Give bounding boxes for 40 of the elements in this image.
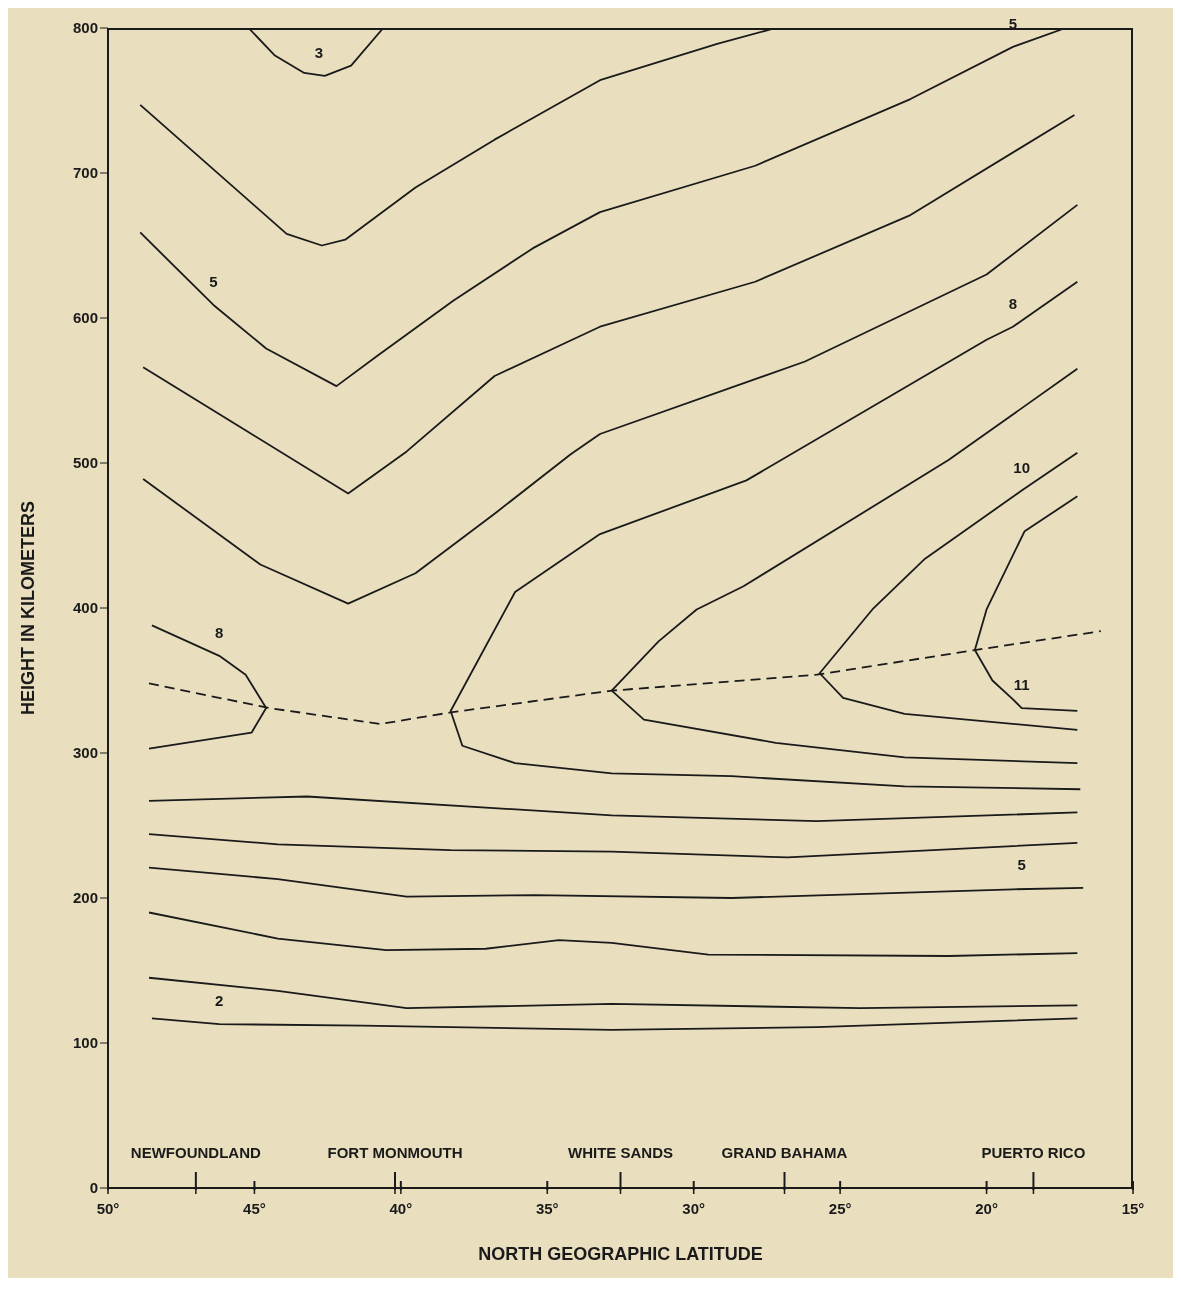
line-series: [151, 1017, 1079, 1031]
line-series: [148, 795, 1079, 823]
annotation: GRAND BAHAMA: [721, 1144, 848, 1161]
x-tick-label: 25°: [828, 1200, 852, 1217]
x-tick-label: 15°: [1121, 1200, 1145, 1217]
x-tick-label: 35°: [535, 1200, 559, 1217]
annotation: PUERTO RICO: [981, 1144, 1086, 1161]
line-series: [148, 976, 1079, 1010]
line-series: [142, 114, 1076, 495]
annotation: FORT MONMOUTH: [327, 1144, 463, 1161]
y-tick-label: 800: [72, 19, 98, 37]
annotation: 5: [1017, 855, 1026, 873]
y-tick-label: 400: [72, 599, 98, 617]
y-tick-label: 300: [72, 744, 98, 762]
y-tick-label: 100: [72, 1034, 98, 1052]
line-series: [148, 911, 1079, 957]
y-axis-title: HEIGHT IN KILOMETERS: [18, 500, 39, 716]
x-tick-label: 40°: [389, 1200, 413, 1217]
annotation: 2: [215, 992, 224, 1010]
y-tick-label: 0: [89, 1179, 98, 1197]
x-tick-label: 50°: [96, 1200, 120, 1217]
x-tick-label: 45°: [243, 1200, 266, 1217]
annotation: 11: [1013, 676, 1030, 694]
annotation: 8: [215, 623, 224, 641]
line-series: [247, 28, 385, 77]
x-tick-label: 20°: [975, 1200, 998, 1217]
line-series: [142, 204, 1079, 605]
y-tick-label: 500: [72, 454, 98, 472]
annotation: 3: [314, 43, 324, 61]
y-tick-label: 600: [72, 309, 98, 327]
annotation: 5: [209, 272, 218, 290]
annotation: NEWFOUNDLAND: [130, 1144, 262, 1161]
annotation: 10: [1013, 458, 1031, 476]
line-series: [148, 833, 1079, 859]
x-tick-label: 30°: [682, 1200, 706, 1217]
y-tick-label: 200: [72, 889, 98, 907]
annotation: WHITE SANDS: [568, 1144, 673, 1161]
annotation: 8: [1008, 294, 1018, 312]
y-tick-label: 700: [72, 164, 98, 182]
x-axis-title: NORTH GEOGRAPHIC LATITUDE: [478, 1244, 763, 1264]
